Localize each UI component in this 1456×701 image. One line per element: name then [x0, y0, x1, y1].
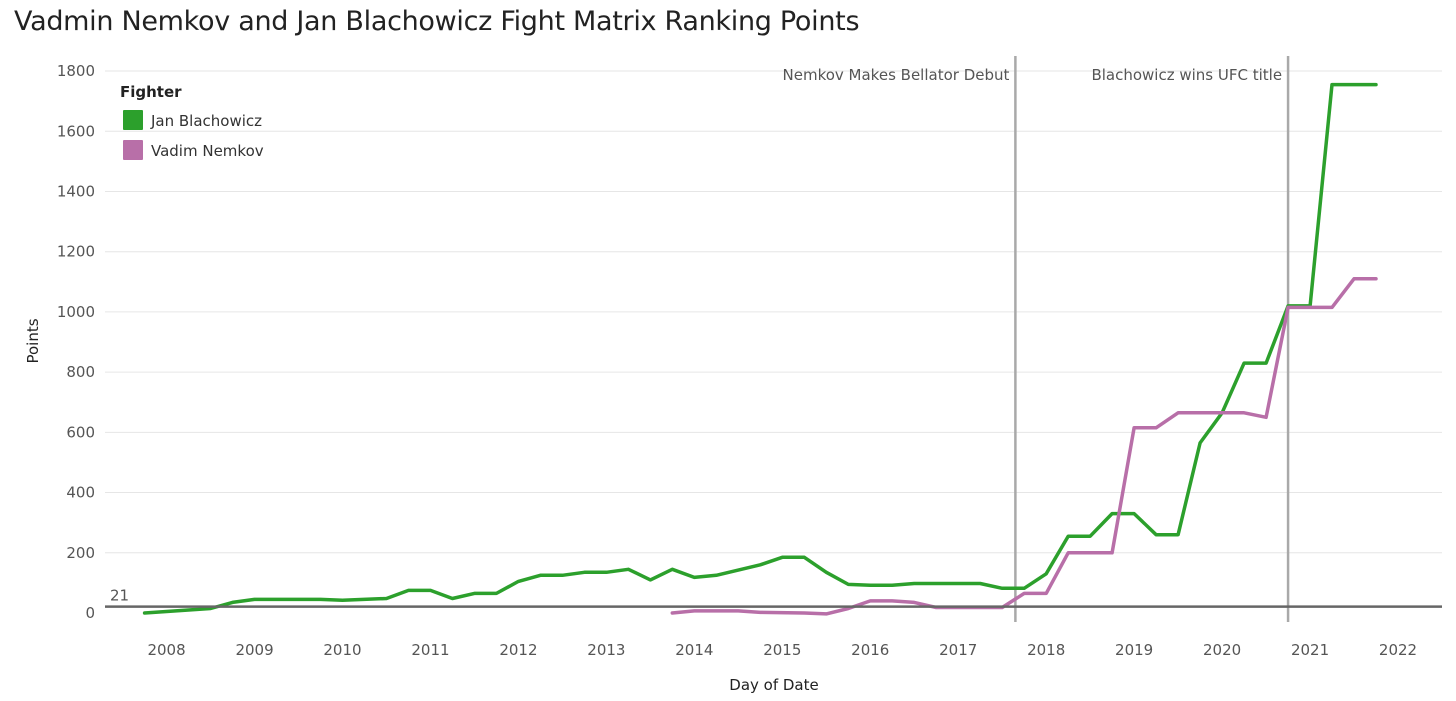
- x-tick-label: 2010: [323, 641, 361, 659]
- y-tick-label: 600: [66, 423, 95, 441]
- reference-lines: Nemkov Makes Bellator Debut Blachowicz wi…: [783, 56, 1290, 622]
- x-tick-label: 2011: [411, 641, 449, 659]
- x-tick-label: 2009: [235, 641, 273, 659]
- x-tick-label: 2016: [851, 641, 889, 659]
- x-tick-label: 2017: [939, 641, 977, 659]
- x-axis-title: Day of Date: [729, 676, 818, 694]
- reference-line-label: Blachowicz wins UFC title: [1091, 66, 1282, 84]
- x-tick-label: 2008: [147, 641, 185, 659]
- x-tick-label: 2015: [763, 641, 801, 659]
- y-tick-label: 1200: [57, 243, 95, 261]
- y-tick-label: 1600: [57, 122, 95, 140]
- y-tick-label: 1000: [57, 303, 95, 321]
- y-tick-label: 200: [66, 544, 95, 562]
- x-tick-label: 2013: [587, 641, 625, 659]
- legend-label: Jan Blachowicz: [150, 112, 262, 130]
- x-tick-label: 2020: [1203, 641, 1241, 659]
- y-axis-title: Points: [24, 318, 42, 363]
- x-tick-label: 2014: [675, 641, 713, 659]
- x-tick-label: 2021: [1291, 641, 1329, 659]
- legend-swatch: [123, 140, 143, 160]
- legend-swatch: [123, 110, 143, 130]
- x-tick-label: 2022: [1379, 641, 1417, 659]
- y-tick-label: 400: [66, 484, 95, 502]
- y-axis-ticks: 0 200 400 600 800 1000 1200 1400 1600 1800: [57, 62, 95, 622]
- series-lines: [142, 82, 1378, 616]
- baseline: 21: [105, 587, 1442, 608]
- gridlines: [105, 70, 1442, 554]
- chart-title: Vadmin Nemkov and Jan Blachowicz Fight M…: [14, 6, 860, 37]
- legend[interactable]: Fighter Jan Blachowicz Vadim Nemkov: [120, 83, 264, 160]
- reference-line-label: Nemkov Makes Bellator Debut: [783, 66, 1010, 84]
- baseline-label: 21: [110, 587, 129, 605]
- y-tick-label: 1400: [57, 182, 95, 200]
- x-axis-ticks: 2008 2009 2010 2011 2012 2013 2014 2015 2016 2017…: [147, 641, 1417, 659]
- y-tick-label: 1800: [57, 62, 95, 80]
- y-tick-label: 0: [85, 604, 95, 622]
- y-tick-label: 800: [66, 363, 95, 381]
- legend-label: Vadim Nemkov: [151, 142, 264, 160]
- legend-title: Fighter: [120, 83, 182, 101]
- series-line-vadim-nemkov: [670, 277, 1378, 616]
- x-tick-label: 2019: [1115, 641, 1153, 659]
- series-line-jan-blachowicz: [142, 82, 1378, 615]
- x-tick-label: 2018: [1027, 641, 1065, 659]
- x-tick-label: 2012: [499, 641, 537, 659]
